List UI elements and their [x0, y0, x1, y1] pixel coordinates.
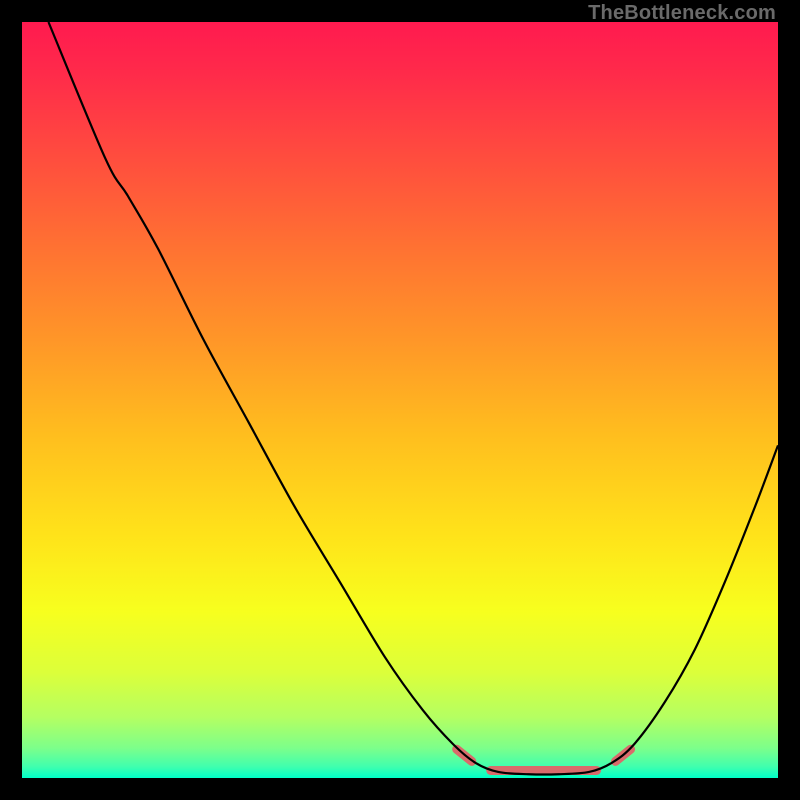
plot-area [22, 22, 778, 778]
curve-path [48, 22, 778, 775]
bottleneck-curve [22, 22, 778, 778]
